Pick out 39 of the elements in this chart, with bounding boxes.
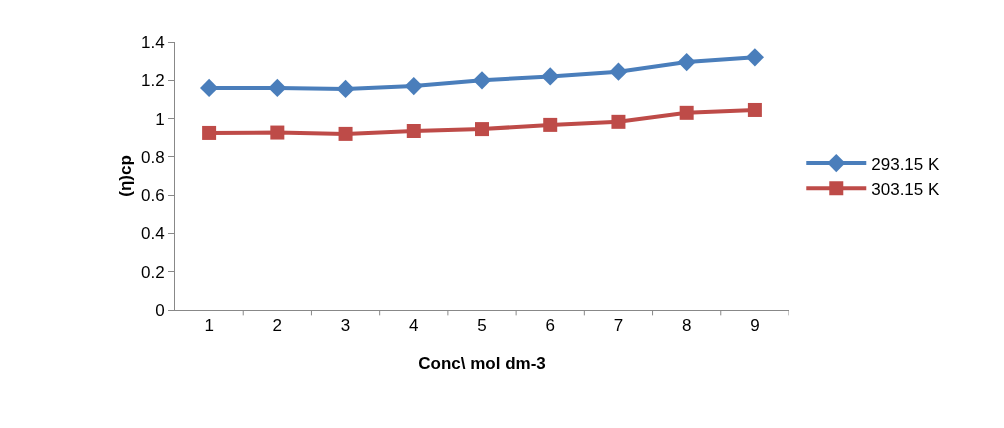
point xyxy=(543,117,558,132)
legend-label: 303.15 K xyxy=(871,179,940,199)
y-tick-label: 0 xyxy=(155,300,165,320)
y-tick-label: 0.8 xyxy=(140,147,165,167)
x-tick-label: 9 xyxy=(750,316,760,336)
x-tick-label: 3 xyxy=(340,316,351,336)
point xyxy=(609,62,628,81)
point xyxy=(202,125,217,140)
point xyxy=(404,76,423,96)
x-tick-label: 2 xyxy=(272,316,283,336)
y-tick-label: 0.2 xyxy=(140,262,165,282)
point xyxy=(336,79,355,98)
x-tick-label: 7 xyxy=(613,316,624,336)
point xyxy=(611,114,626,129)
point xyxy=(541,67,560,86)
x-tick-label: 8 xyxy=(681,316,692,336)
y-tick-label: 1 xyxy=(155,109,165,129)
point xyxy=(268,78,287,98)
x-tick-label: 5 xyxy=(477,316,487,336)
y-tick-label: 0.6 xyxy=(140,186,165,206)
legend-label: 293.15 K xyxy=(871,154,940,174)
x-tick-label: 4 xyxy=(409,316,419,336)
point xyxy=(747,102,762,117)
point xyxy=(475,122,489,137)
point xyxy=(338,126,353,141)
y-axis-title: (η)cp xyxy=(116,155,135,197)
y-tick-label: 0.4 xyxy=(140,224,165,244)
point xyxy=(406,124,421,139)
point xyxy=(679,105,694,120)
point xyxy=(677,53,696,72)
point xyxy=(200,78,219,98)
point xyxy=(745,48,764,67)
point xyxy=(472,71,492,90)
x-tick-label: 1 xyxy=(204,316,214,336)
y-tick-label: 1.2 xyxy=(140,71,165,91)
x-axis-title: Conc\ mol dm-3 xyxy=(418,353,546,373)
y-tick-label: 1.4 xyxy=(140,32,165,52)
x-tick-label: 6 xyxy=(545,316,555,336)
point xyxy=(270,125,285,140)
